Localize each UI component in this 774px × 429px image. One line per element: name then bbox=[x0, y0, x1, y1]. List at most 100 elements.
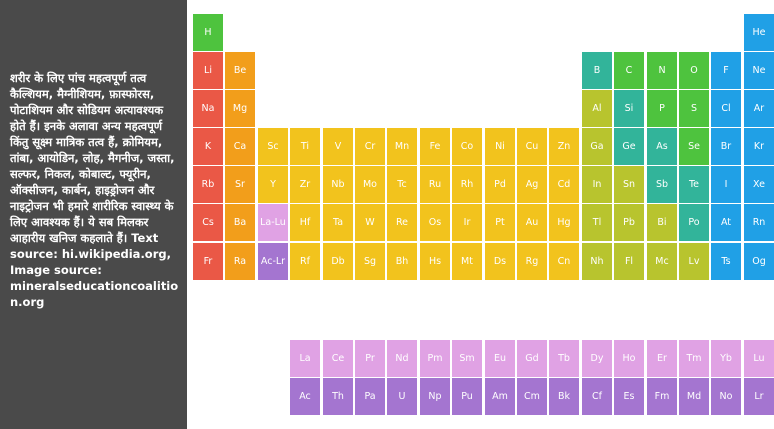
element-cell-co: Co bbox=[452, 128, 482, 165]
element-cell-w: W bbox=[355, 204, 385, 241]
element-cell-sn: Sn bbox=[614, 166, 644, 203]
element-cell-po: Po bbox=[679, 204, 709, 241]
element-cell-md: Md bbox=[679, 378, 709, 415]
element-cell-ds: Ds bbox=[485, 243, 515, 280]
element-cell-th: Th bbox=[323, 378, 353, 415]
element-cell-pd: Pd bbox=[485, 166, 515, 203]
element-cell-ar: Ar bbox=[744, 90, 774, 127]
element-cell-rg: Rg bbox=[517, 243, 547, 280]
element-cell-cd: Cd bbox=[549, 166, 579, 203]
element-cell-bk: Bk bbox=[549, 378, 579, 415]
element-cell-cs: Cs bbox=[193, 204, 223, 241]
element-cell-mg: Mg bbox=[225, 90, 255, 127]
element-cell-mn: Mn bbox=[387, 128, 417, 165]
element-cell-nh: Nh bbox=[582, 243, 612, 280]
element-cell-ts: Ts bbox=[711, 243, 741, 280]
element-cell-db: Db bbox=[323, 243, 353, 280]
element-cell-v: V bbox=[323, 128, 353, 165]
element-cell-ag: Ag bbox=[517, 166, 547, 203]
element-cell-mo: Mo bbox=[355, 166, 385, 203]
element-cell-bi: Bi bbox=[647, 204, 677, 241]
element-cell-rh: Rh bbox=[452, 166, 482, 203]
element-cell-sr: Sr bbox=[225, 166, 255, 203]
element-cell-cn: Cn bbox=[549, 243, 579, 280]
element-cell-sc: Sc bbox=[258, 128, 288, 165]
element-cell-ir: Ir bbox=[452, 204, 482, 241]
element-cell-cm: Cm bbox=[517, 378, 547, 415]
element-cell-tb: Tb bbox=[549, 340, 579, 377]
element-cell-as: As bbox=[647, 128, 677, 165]
element-cell-tl: Tl bbox=[582, 204, 612, 241]
element-cell-ra: Ra bbox=[225, 243, 255, 280]
element-cell-xe: Xe bbox=[744, 166, 774, 203]
element-cell-fm: Fm bbox=[647, 378, 677, 415]
element-cell-se: Se bbox=[679, 128, 709, 165]
sidebar-panel: शरीर के लिए पांच महत्वपूर्ण तत्व कैल्शिय… bbox=[0, 0, 187, 429]
element-cell-br: Br bbox=[711, 128, 741, 165]
element-cell-sm: Sm bbox=[452, 340, 482, 377]
element-cell-lv: Lv bbox=[679, 243, 709, 280]
element-cell-ta: Ta bbox=[323, 204, 353, 241]
element-cell-es: Es bbox=[614, 378, 644, 415]
element-cell-yb: Yb bbox=[711, 340, 741, 377]
element-cell-na: Na bbox=[193, 90, 223, 127]
element-cell-sb: Sb bbox=[647, 166, 677, 203]
element-cell-c: C bbox=[614, 52, 644, 89]
element-cell-pu: Pu bbox=[452, 378, 482, 415]
element-cell-og: Og bbox=[744, 243, 774, 280]
element-cell-ga: Ga bbox=[582, 128, 612, 165]
element-cell-u: U bbox=[387, 378, 417, 415]
element-cell-np: Np bbox=[420, 378, 450, 415]
element-cell-er: Er bbox=[647, 340, 677, 377]
element-cell-y: Y bbox=[258, 166, 288, 203]
element-cell-sg: Sg bbox=[355, 243, 385, 280]
element-cell-dy: Dy bbox=[582, 340, 612, 377]
element-cell-nd: Nd bbox=[387, 340, 417, 377]
element-cell-k: K bbox=[193, 128, 223, 165]
element-cell-nb: Nb bbox=[323, 166, 353, 203]
element-cell-ac: Ac bbox=[290, 378, 320, 415]
element-cell-mt: Mt bbox=[452, 243, 482, 280]
element-cell-p: P bbox=[647, 90, 677, 127]
element-cell-re: Re bbox=[387, 204, 417, 241]
element-cell-rb: Rb bbox=[193, 166, 223, 203]
element-cell-lr: Lr bbox=[744, 378, 774, 415]
element-cell-bh: Bh bbox=[387, 243, 417, 280]
element-cell-ce: Ce bbox=[323, 340, 353, 377]
element-cell-pt: Pt bbox=[485, 204, 515, 241]
element-cell-rf: Rf bbox=[290, 243, 320, 280]
description-text: शरीर के लिए पांच महत्वपूर्ण तत्व कैल्शिय… bbox=[10, 71, 179, 309]
element-cell-ho: Ho bbox=[614, 340, 644, 377]
element-cell-os: Os bbox=[420, 204, 450, 241]
element-cell-at: At bbox=[711, 204, 741, 241]
element-cell-gd: Gd bbox=[517, 340, 547, 377]
element-cell-au: Au bbox=[517, 204, 547, 241]
element-cell-pm: Pm bbox=[420, 340, 450, 377]
element-cell-mc: Mc bbox=[647, 243, 677, 280]
element-cell-cr: Cr bbox=[355, 128, 385, 165]
element-cell-eu: Eu bbox=[485, 340, 515, 377]
element-cell-la-lu: La-Lu bbox=[258, 204, 288, 241]
element-cell-ne: Ne bbox=[744, 52, 774, 89]
element-cell-ge: Ge bbox=[614, 128, 644, 165]
element-cell-fr: Fr bbox=[193, 243, 223, 280]
element-cell-li: Li bbox=[193, 52, 223, 89]
element-cell-fe: Fe bbox=[420, 128, 450, 165]
element-cell-in: In bbox=[582, 166, 612, 203]
element-cell-s: S bbox=[679, 90, 709, 127]
element-cell-ba: Ba bbox=[225, 204, 255, 241]
element-cell-al: Al bbox=[582, 90, 612, 127]
element-cell-kr: Kr bbox=[744, 128, 774, 165]
element-cell-i: I bbox=[711, 166, 741, 203]
element-cell-tm: Tm bbox=[679, 340, 709, 377]
element-cell-ru: Ru bbox=[420, 166, 450, 203]
element-cell-be: Be bbox=[225, 52, 255, 89]
element-cell-cf: Cf bbox=[582, 378, 612, 415]
element-cell-b: B bbox=[582, 52, 612, 89]
element-cell-f: F bbox=[711, 52, 741, 89]
element-cell-o: O bbox=[679, 52, 709, 89]
element-cell-ca: Ca bbox=[225, 128, 255, 165]
element-cell-tc: Tc bbox=[387, 166, 417, 203]
element-cell-ti: Ti bbox=[290, 128, 320, 165]
